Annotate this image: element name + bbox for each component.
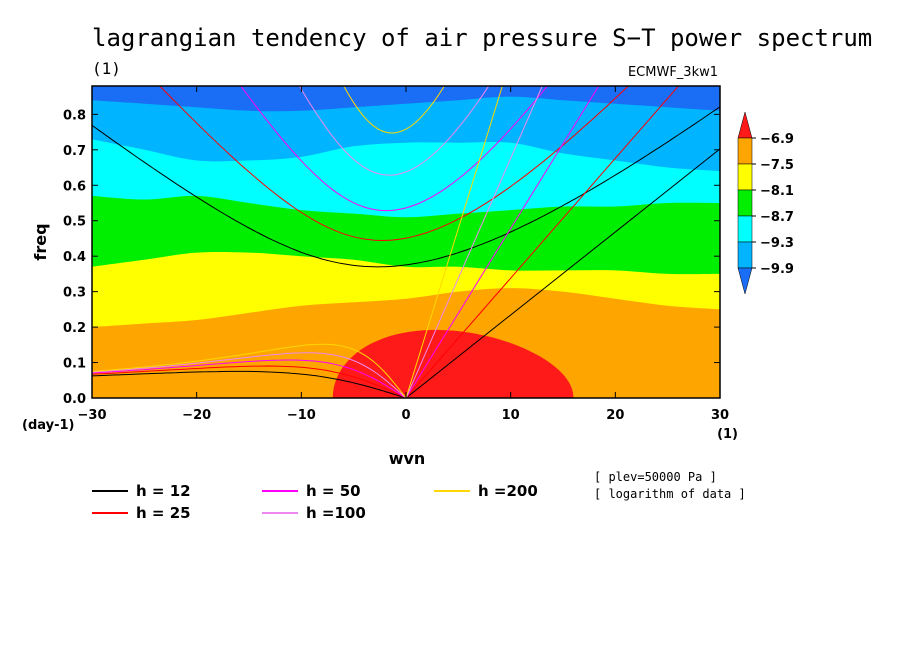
kelvin-curve-h100 — [405, 86, 543, 398]
x-tick-label: 0 — [401, 408, 410, 423]
legend-label: h = 50 — [306, 482, 361, 500]
y-axis-label: freq — [31, 223, 50, 260]
legend-label: h = 25 — [136, 504, 191, 522]
x-unit-label: (1) — [717, 427, 738, 442]
x-tick-label: 20 — [606, 408, 624, 423]
chart-title: lagrangian tendency of air pressure S−T … — [92, 24, 872, 52]
colorbar-label: −9.3 — [760, 236, 794, 251]
colorbar-segment — [737, 163, 753, 191]
rossby-curve-h100 — [92, 352, 407, 398]
x-axis-label: wvn — [389, 449, 426, 468]
y-tick-label: 0.6 — [63, 179, 86, 194]
rossby-curve-h12 — [92, 370, 407, 398]
colorbar-label: −6.9 — [760, 132, 794, 147]
legend-label: h = 12 — [136, 482, 191, 500]
kelvin-curve-h12 — [405, 148, 720, 398]
ig-curve-h200 — [343, 86, 445, 134]
y-tick-label: 0.7 — [63, 144, 86, 159]
kelvin-curve-h50 — [405, 86, 600, 398]
colorbar-label: −7.5 — [760, 158, 794, 173]
legend-label: h =200 — [478, 482, 538, 500]
x-tick-label: 30 — [711, 408, 729, 423]
log-annotation: [ logarithm of data ] — [594, 487, 746, 501]
colorbar-top-arrow — [737, 111, 753, 139]
kelvin-curve-h25 — [405, 86, 680, 398]
y-tick-label: 0.1 — [63, 357, 86, 372]
colorbar-label: −8.7 — [760, 210, 794, 225]
colorbar-segment — [737, 189, 753, 217]
ig-curve-h25 — [159, 86, 630, 241]
x-tick-label: −20 — [182, 408, 211, 423]
colorbar-label: −8.1 — [760, 184, 794, 199]
rossby-curve-h25 — [92, 365, 407, 398]
colorbar-segment — [737, 137, 753, 165]
y-tick-label: 0.3 — [63, 286, 86, 301]
y-tick-label: 0.0 — [63, 392, 86, 407]
y-tick-label: 0.8 — [63, 108, 86, 123]
plev-annotation: [ plev=50000 Pa ] — [594, 470, 717, 484]
colorbar: −6.9 −7.5 −8.1 −8.7 −9.3 −9.9 — [737, 111, 794, 295]
y-tick-label: 0.4 — [63, 250, 86, 265]
chart-unit: (1) — [92, 59, 121, 78]
y-tick-label: 0.5 — [63, 215, 86, 230]
x-tick-label: −10 — [287, 408, 316, 423]
ig-curve-h50 — [240, 86, 548, 212]
legend-label: h =100 — [306, 504, 366, 522]
rossby-curve-h50 — [92, 359, 407, 398]
kelvin-curve-h200 — [405, 86, 503, 398]
ig-curve-h100 — [298, 86, 490, 176]
x-tick-label: 10 — [502, 408, 520, 423]
plot-area — [91, 85, 721, 399]
colorbar-segment — [737, 215, 753, 243]
y-unit-label: (day-1) — [22, 418, 74, 433]
ig-curve-h12 — [92, 106, 720, 268]
dataset-label: ECMWF_3kw1 — [628, 65, 718, 80]
colorbar-bottom-arrow — [737, 267, 753, 295]
x-tick-label: −30 — [78, 408, 107, 423]
legend: h = 12 h = 25 h = 50 h =100 h =200 — [92, 482, 538, 522]
colorbar-label: −9.9 — [760, 262, 794, 277]
rossby-curve-h200 — [92, 343, 407, 398]
colorbar-segment — [737, 241, 753, 269]
y-tick-label: 0.2 — [63, 321, 86, 336]
